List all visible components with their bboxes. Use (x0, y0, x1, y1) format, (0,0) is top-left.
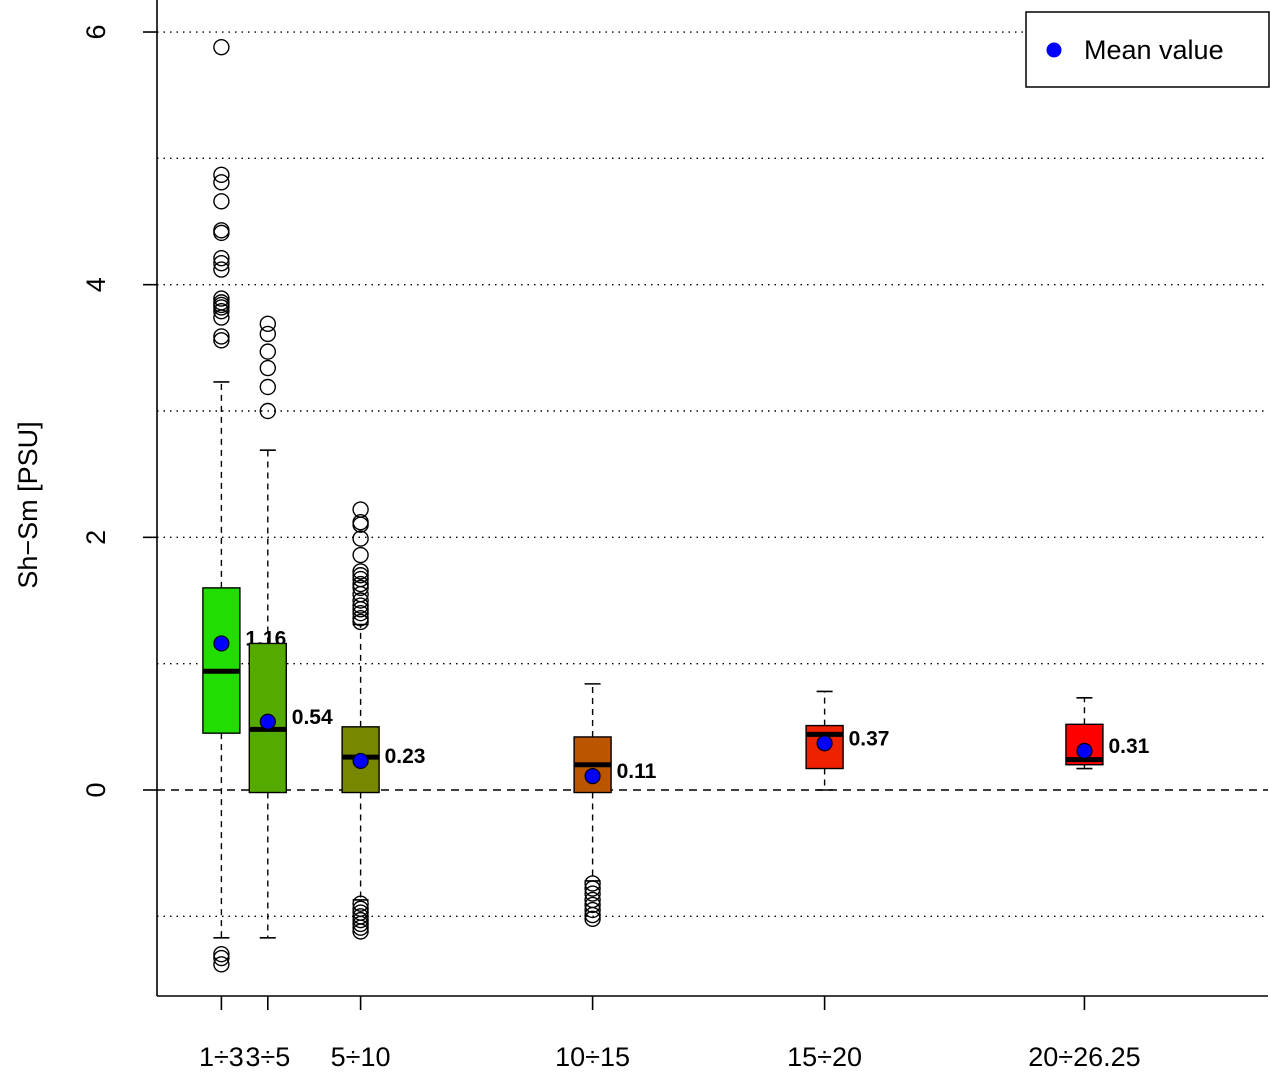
outlier-point (213, 949, 230, 967)
mean-point (213, 635, 230, 652)
y-axis-title: Sh−Sm [PSU] (13, 421, 43, 588)
outlier-point (213, 332, 230, 349)
outlier-point (352, 516, 369, 533)
outlier-point (259, 325, 276, 343)
outlier-point (352, 575, 369, 593)
outlier-point (584, 880, 601, 897)
box-group: 1.16 (202, 38, 286, 973)
grid-lines (157, 31, 1268, 918)
box (202, 587, 241, 734)
outlier-point (213, 946, 230, 963)
y-tick-label: 0 (81, 782, 111, 797)
outlier-point (213, 255, 230, 272)
outlier-point (352, 597, 369, 614)
y-tick-label: 6 (81, 25, 111, 40)
legend-mean-marker (1046, 42, 1062, 58)
outlier-point (213, 290, 230, 307)
outlier-point (352, 579, 369, 597)
outlier-point (213, 166, 230, 183)
outlier-point (259, 359, 276, 377)
outlier-point (259, 315, 276, 333)
mean-point (1076, 742, 1093, 759)
legend-label: Mean value (1084, 35, 1224, 65)
x-tick-label: 5÷10 (331, 1042, 391, 1072)
outlier-point (584, 906, 601, 924)
mean-value-label: 0.54 (292, 706, 333, 729)
outlier-point (259, 378, 276, 396)
box-plots: 1.16 0.54 0.23 0.11 0.37 0.31 (202, 38, 1150, 973)
axes: 0 2 4 6 1÷3 3÷5 5÷10 10÷15 15÷20 20÷26.25 (81, 0, 1268, 1072)
outlier-point (352, 546, 369, 564)
outlier-point (352, 592, 369, 609)
outlier-point (352, 895, 369, 912)
outlier-point (213, 261, 230, 278)
outlier-point (352, 915, 369, 933)
y-tick-label: 4 (81, 277, 111, 292)
mean-point (584, 768, 601, 785)
outlier-point (259, 402, 276, 420)
outlier-point (213, 38, 230, 56)
outlier-point (352, 919, 369, 936)
outlier-point (352, 567, 369, 584)
y-tick-label: 2 (81, 530, 111, 545)
outlier-point (352, 563, 369, 580)
outlier-point (352, 604, 369, 622)
x-tick-label: 1÷3 (199, 1042, 244, 1072)
x-tick-label: 20÷26.25 (1028, 1042, 1140, 1072)
mean-point (352, 752, 369, 770)
outlier-point (584, 910, 601, 928)
outlier-point (213, 328, 230, 345)
outlier-point (584, 885, 601, 902)
box-group: 0.31 (1065, 696, 1150, 770)
box-group: 0.37 (805, 690, 890, 791)
outlier-point (213, 193, 230, 210)
outlier-point (213, 174, 230, 191)
legend: Mean value (1025, 11, 1270, 88)
x-tick-label: 3÷5 (245, 1042, 290, 1072)
outlier-point (352, 530, 369, 547)
x-tick-label: 15÷20 (787, 1042, 862, 1072)
outlier-point (584, 896, 601, 914)
box-group: 0.23 (341, 501, 426, 940)
box-group: 0.54 (248, 315, 333, 939)
outlier-point (213, 303, 230, 320)
outlier-point (213, 956, 230, 973)
outlier-point (352, 911, 369, 929)
mean-point (816, 735, 833, 752)
outlier-point (213, 224, 230, 242)
outlier-point (352, 601, 369, 618)
mean-value-label: 0.37 (849, 727, 890, 750)
x-tick-label: 10÷15 (555, 1042, 630, 1072)
outlier-point (584, 901, 601, 919)
mean-value-label: 0.23 (385, 745, 426, 768)
outlier-point (213, 249, 230, 267)
outlier-point (213, 299, 230, 316)
legend-box (1025, 11, 1270, 88)
box (341, 726, 380, 794)
outlier-point (352, 609, 369, 627)
mean-value-label: 0.31 (1108, 735, 1149, 758)
outlier-point (352, 923, 369, 940)
outlier-point (352, 613, 369, 631)
mean-point (259, 713, 276, 730)
outlier-point (584, 875, 601, 892)
mean-value-label: 0.11 (617, 760, 657, 783)
outlier-point (213, 309, 230, 326)
box-group: 0.11 (573, 683, 657, 928)
outlier-point (259, 343, 276, 360)
